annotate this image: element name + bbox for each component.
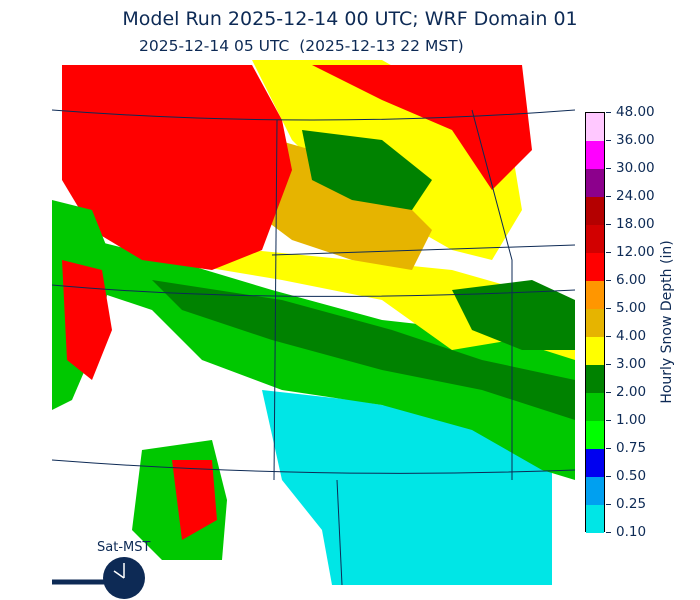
colorbar-tick	[606, 448, 611, 449]
colorbar-tick-label: 18.00	[616, 216, 655, 232]
colorbar-tick-label: 5.00	[616, 300, 647, 316]
colorbar-tick	[606, 168, 611, 169]
colorbar-tick-label: 2.00	[616, 384, 647, 400]
colorbar-tick	[606, 476, 611, 477]
colorbar-tick-label: 0.75	[616, 440, 647, 456]
colorbar-bin	[586, 421, 604, 449]
field-red-ne	[312, 65, 532, 190]
colorbar-tick	[606, 196, 611, 197]
colorbar-bin	[586, 141, 604, 169]
colorbar-tick-label: 36.00	[616, 132, 655, 148]
colorbar-tick	[606, 112, 611, 113]
colorbar-tick	[606, 224, 611, 225]
clock-label: Sat-MST	[97, 540, 151, 555]
colorbar-bin	[586, 253, 604, 281]
state-borders	[52, 109, 575, 585]
colorbar-bin	[586, 337, 604, 365]
map-title: Model Run 2025-12-14 00 UTC; WRF Domain …	[122, 8, 578, 30]
field-sw-red	[172, 460, 217, 540]
field-cyan	[262, 390, 552, 585]
clock-icon	[103, 557, 145, 599]
field-green-n	[302, 130, 432, 210]
colorbar-tick	[606, 308, 611, 309]
colorbar-tick	[606, 420, 611, 421]
colorbar-tick-label: 4.00	[616, 328, 647, 344]
colorbar-tick	[606, 532, 611, 533]
colorbar-tick	[606, 392, 611, 393]
colorbar-tick	[606, 364, 611, 365]
colorbar-tick-label: 1.00	[616, 412, 647, 428]
colorbar-tick-label: 48.00	[616, 104, 655, 120]
field-west-red	[62, 260, 112, 380]
colorbar-bin	[586, 477, 604, 505]
colorbar-bin	[586, 393, 604, 421]
field-red	[62, 65, 292, 270]
colorbar-tick	[606, 336, 611, 337]
colorbar-tick-label: 6.00	[616, 272, 647, 288]
colorbar-tick-label: 0.50	[616, 468, 647, 484]
colorbar-bin	[586, 113, 604, 141]
colorbar-tick	[606, 140, 611, 141]
colorbar-bin	[586, 505, 604, 533]
colorbar-tick-label: 30.00	[616, 160, 655, 176]
colorbar-tick-label: 24.00	[616, 188, 655, 204]
colorbar-tick-label: 0.25	[616, 496, 647, 512]
colorbar-tick	[606, 504, 611, 505]
map-subtitle: 2025-12-14 05 UTC (2025-12-13 22 MST)	[139, 37, 464, 55]
colorbar-bin	[586, 169, 604, 197]
snow-depth-map	[52, 60, 575, 585]
colorbar-bin	[586, 225, 604, 253]
colorbar-tick-label: 3.00	[616, 356, 647, 372]
colorbar	[585, 112, 605, 533]
colorbar-bin	[586, 365, 604, 393]
colorbar-bin	[586, 197, 604, 225]
colorbar-tick-label: 12.00	[616, 244, 655, 260]
field-darkgreen	[152, 280, 575, 420]
colorbar-tick	[606, 280, 611, 281]
colorbar-bin	[586, 281, 604, 309]
colorbar-bin	[586, 449, 604, 477]
colorbar-tick	[606, 252, 611, 253]
colorbar-tick-label: 0.10	[616, 524, 647, 540]
field-green-ne	[452, 280, 575, 350]
colorbar-bin	[586, 309, 604, 337]
